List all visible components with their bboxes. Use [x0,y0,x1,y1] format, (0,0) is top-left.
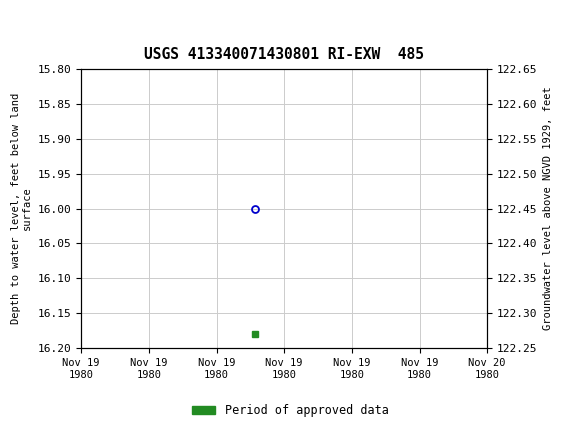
Y-axis label: Depth to water level, feet below land
surface: Depth to water level, feet below land su… [10,93,32,324]
Y-axis label: Groundwater level above NGVD 1929, feet: Groundwater level above NGVD 1929, feet [543,87,553,330]
Text: USGS: USGS [35,12,76,25]
Title: USGS 413340071430801 RI-EXW  485: USGS 413340071430801 RI-EXW 485 [144,47,424,62]
Legend: Period of approved data: Period of approved data [187,399,393,422]
